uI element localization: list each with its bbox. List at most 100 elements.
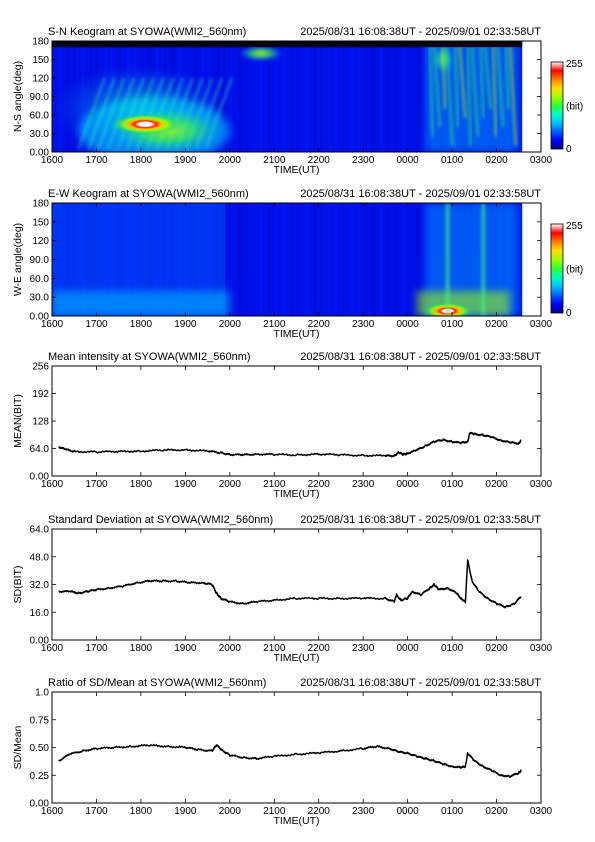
- chart-period: 2025/08/31 16:08:38UT - 2025/09/01 02:33…: [300, 514, 541, 526]
- x-axis-label: TIME(UT): [273, 652, 319, 664]
- keogram-streak: [259, 41, 264, 152]
- keogram-streak: [350, 41, 355, 152]
- colorbar-max-label: 255: [566, 221, 583, 232]
- keogram-image: [52, 41, 523, 152]
- keogram-arc: [97, 77, 126, 150]
- y-tick-label: 150: [32, 55, 49, 66]
- keogram-streak: [282, 203, 287, 316]
- y-tick-label: 16.0: [30, 608, 50, 619]
- x-tick-label: 1600: [41, 155, 64, 166]
- keogram-streak: [304, 41, 309, 152]
- x-tick-label: 0300: [530, 643, 553, 654]
- x-tick-label: 0300: [530, 155, 553, 166]
- chart-title: E-W Keogram at SYOWA(WMI2_560nm): [48, 188, 249, 200]
- x-axis-label: TIME(UT): [273, 815, 319, 827]
- y-tick-label: 0.25: [30, 771, 50, 782]
- keogram-streak: [296, 203, 299, 316]
- x-tick-label: 1700: [85, 319, 108, 330]
- y-tick-label: 0.00: [30, 636, 50, 647]
- y-tick-label: 1.0: [35, 688, 49, 699]
- keogram-streak: [222, 203, 226, 316]
- x-tick-label: 1900: [174, 806, 197, 817]
- x-tick-label: 2100: [263, 806, 286, 817]
- keogram-streak: [81, 203, 86, 316]
- keogram-streak: [238, 203, 243, 316]
- x-tick-label: 0000: [397, 479, 420, 490]
- x-tick-label: 0000: [397, 155, 420, 166]
- x-tick-label: 0000: [397, 643, 420, 654]
- chart-period: 2025/08/31 16:08:38UT - 2025/09/01 02:33…: [300, 351, 541, 363]
- keogram-streak: [327, 41, 332, 152]
- x-tick-label: 2100: [263, 319, 286, 330]
- keogram-streak: [402, 41, 406, 152]
- plot-frame: [51, 691, 542, 804]
- colorbar: [550, 223, 564, 314]
- keogram-streak: [364, 41, 367, 152]
- y-tick-label: 90.0: [30, 92, 50, 103]
- keogram-streak: [201, 203, 205, 316]
- y-tick-label: 0.00: [30, 312, 50, 323]
- keogram-streak: [319, 203, 322, 316]
- x-tick-label: 2100: [263, 155, 286, 166]
- keogram-streak: [126, 203, 131, 316]
- chart-title: S-N Keogram at SYOWA(WMI2_560nm): [48, 26, 246, 38]
- keogram-streak: [379, 41, 383, 152]
- keogram-streak: [416, 203, 421, 316]
- y-tick-label: 60.0: [30, 274, 50, 285]
- keogram-streak: [334, 41, 338, 152]
- keogram-streak: [66, 203, 70, 316]
- keogram-streak: [394, 203, 399, 316]
- y-tick-label: 90.0: [30, 255, 50, 266]
- keogram-streak: [207, 203, 210, 316]
- x-tick-label: 1700: [85, 643, 108, 654]
- x-tick-label: 1700: [85, 806, 108, 817]
- y-tick-label: 120: [32, 74, 49, 85]
- keogram-bright-spot: [109, 113, 182, 136]
- x-tick-label: 1900: [174, 643, 197, 654]
- keogram-streak: [58, 203, 63, 316]
- y-tick-label: 0.00: [30, 472, 50, 483]
- y-axis-label: W-E angle(deg): [12, 223, 24, 296]
- x-tick-label: 2200: [308, 806, 331, 817]
- keogram-streak: [267, 203, 271, 316]
- keogram-streak: [327, 203, 332, 316]
- x-tick-label: 1600: [41, 806, 64, 817]
- keogram-streak: [244, 41, 248, 152]
- keogram-image: [52, 203, 523, 316]
- x-tick-label: 0300: [530, 479, 553, 490]
- x-tick-label: 1800: [130, 806, 153, 817]
- keogram-streak: [163, 203, 166, 316]
- x-tick-label: 0200: [485, 806, 508, 817]
- keogram-streak: [313, 41, 317, 152]
- keogram-streak: [170, 203, 175, 316]
- keogram-streak: [133, 203, 137, 316]
- x-tick-label: 1900: [174, 479, 197, 490]
- keogram-ray: [441, 41, 447, 109]
- keogram-streak: [253, 41, 256, 152]
- x-tick-label: 0100: [441, 643, 464, 654]
- keogram-streak: [155, 203, 159, 316]
- keogram-streak: [379, 203, 383, 316]
- colorbar-min-label: 0: [566, 308, 572, 319]
- x-tick-label: 2000: [219, 806, 242, 817]
- x-tick-label: 0000: [397, 319, 420, 330]
- y-tick-label: 180: [32, 37, 49, 48]
- y-tick-label: 0.00: [30, 148, 50, 159]
- x-tick-label: 2100: [263, 479, 286, 490]
- x-tick-label: 2300: [352, 319, 375, 330]
- plot-frame: [51, 365, 542, 477]
- keogram-streak: [275, 203, 278, 316]
- x-tick-label: 2100: [263, 643, 286, 654]
- x-tick-label: 2000: [219, 155, 242, 166]
- keogram-streak: [282, 41, 287, 152]
- x-tick-label: 1600: [41, 479, 64, 490]
- x-tick-label: 1900: [174, 155, 197, 166]
- y-tick-label: 128: [32, 417, 49, 428]
- x-tick-label: 2200: [308, 155, 331, 166]
- keogram-streak: [72, 203, 75, 316]
- x-tick-label: 0200: [485, 155, 508, 166]
- chart-period: 2025/08/31 16:08:38UT - 2025/09/01 02:33…: [300, 677, 541, 689]
- x-axis-label: TIME(UT): [273, 328, 319, 340]
- keogram-streak: [238, 41, 243, 152]
- x-tick-label: 2000: [219, 479, 242, 490]
